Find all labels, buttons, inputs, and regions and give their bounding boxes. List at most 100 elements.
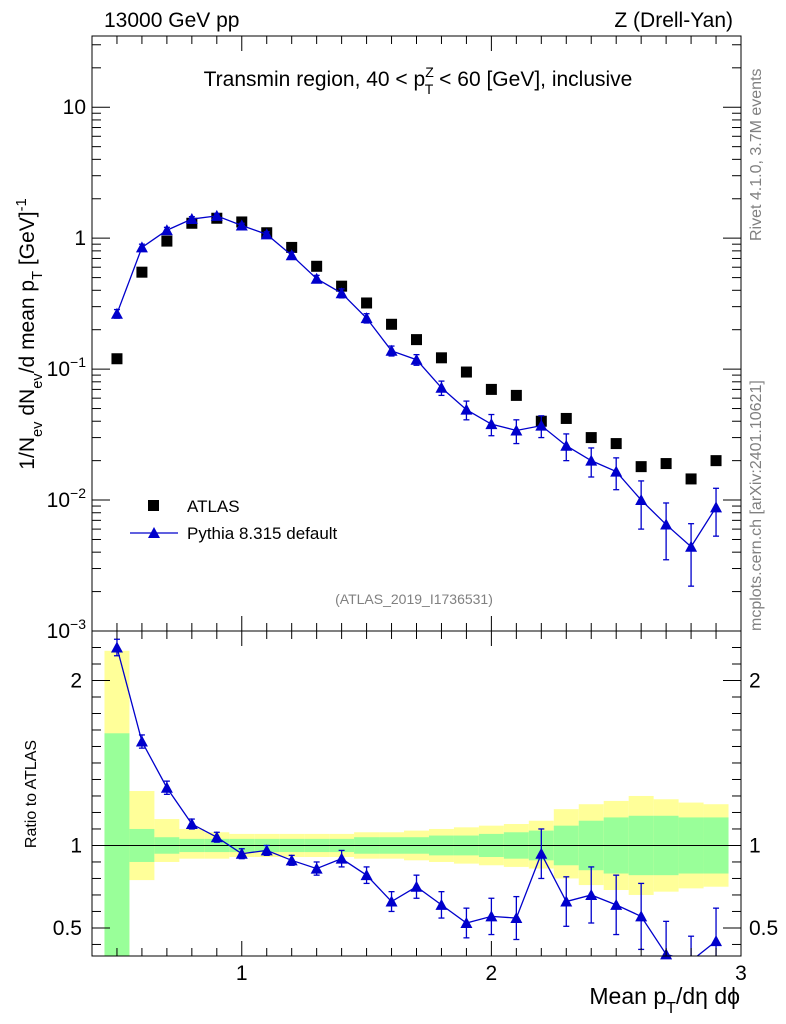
plot-title: Transmin region, 40 < pZ T < 60 [GeV], in… (204, 64, 633, 97)
legend-atlas-marker (148, 500, 159, 511)
pythia-point (460, 403, 473, 415)
pythia-point (485, 418, 498, 430)
ratio-y-tick-label-right: 1 (749, 834, 761, 857)
y-tick-label: 10−1 (47, 354, 87, 381)
ratio-point (485, 910, 498, 922)
pythia-point (560, 439, 573, 451)
ratio-point (185, 818, 198, 830)
atlas-point (710, 455, 722, 467)
atlas-point (111, 353, 123, 365)
main-plot-marks (110, 209, 723, 587)
atlas-point (136, 266, 148, 278)
ratio-point (110, 641, 123, 653)
x-axis-label: Mean pT/dη dϕ (589, 983, 740, 1017)
ratio-point (435, 898, 448, 910)
ratio-frame (91, 630, 742, 957)
pythia-point (285, 249, 298, 261)
ratio-y-tick-label: 2 (70, 669, 82, 692)
pythia-point (310, 272, 323, 284)
ratio-point (385, 895, 398, 907)
atlas-point (411, 334, 422, 346)
atlas-point (336, 280, 348, 292)
legend: ATLAS Pythia 8.315 default (130, 497, 338, 543)
uncertainty-band-green (104, 733, 130, 956)
atlas-point (435, 352, 447, 364)
atlas-point (161, 235, 173, 247)
x-tick-label: 1 (236, 962, 248, 985)
legend-atlas-label: ATLAS (187, 497, 240, 516)
atlas-point (286, 241, 298, 253)
ratio-point (310, 862, 323, 874)
atlas-point (485, 383, 497, 395)
x-tick-label: 3 (735, 962, 747, 985)
ratio-point (360, 869, 373, 881)
pythia-point (185, 213, 198, 225)
pythia-point (685, 540, 698, 552)
pythia-point (135, 241, 148, 253)
pythia-point (585, 454, 598, 466)
atlas-point (460, 366, 472, 378)
main-axis-ticks: 10 1 10−1 10−2 10−3 (47, 36, 742, 643)
pythia-point (160, 224, 173, 236)
pythia-point (235, 219, 248, 231)
atlas-point (635, 461, 647, 473)
ratio-point (510, 912, 523, 924)
ratio-point (235, 847, 248, 859)
ratio-point (335, 852, 348, 864)
ratio-point (635, 910, 648, 922)
ratio-y-tick-label-right: 2 (749, 669, 761, 692)
ratio-point (710, 935, 723, 947)
pythia-point (385, 344, 398, 356)
pythia-point (635, 494, 648, 506)
legend-pythia-marker (148, 527, 160, 538)
ratio-point (560, 895, 573, 907)
rivet-label: Rivet 4.1.0, 3.7M events (748, 68, 765, 241)
ratio-point (585, 888, 598, 900)
atlas-point (685, 473, 697, 485)
ratio-panel: 0.5 0.5 1 1 2 2 1 2 3 Ratio to ATLAS Mean pT/dη … (23, 630, 778, 1017)
pythia-point (610, 465, 623, 477)
ratio-point (260, 844, 273, 856)
pythia-point (210, 209, 223, 221)
ratio-y-tick-label: 1 (70, 834, 82, 857)
main-panel: 10 1 10−1 10−2 10−3 Transmin region, 40 < pZ… (14, 35, 742, 643)
analysis-watermark: (ATLAS_2019_I1736531) (335, 591, 493, 607)
x-tick-label: 2 (486, 962, 498, 985)
atlas-point (361, 297, 373, 309)
atlas-point (510, 389, 522, 401)
pythia-point (335, 287, 348, 299)
ratio-plot-marks (92, 638, 741, 960)
main-y-axis-label: 1/Nev dNev/d mean pT [GeV]-1 (14, 198, 46, 469)
pythia-point (535, 419, 548, 431)
mcplots-label: mcplots.cern.ch [arXiv:2401.10621] (748, 380, 765, 631)
y-tick-label: 10−2 (47, 485, 87, 512)
pythia-point (660, 518, 673, 530)
pythia-point (260, 228, 273, 240)
ratio-y-tick-label-right: 0.5 (749, 917, 778, 940)
ratio-axis-ticks: 0.5 0.5 1 1 2 2 1 2 3 (53, 631, 778, 985)
pythia-point (435, 381, 448, 393)
atlas-point (610, 438, 622, 450)
ratio-point (135, 735, 148, 747)
header-energy: 13000 GeV pp (104, 9, 239, 32)
header-process: Z (Drell-Yan) (614, 9, 733, 32)
pythia-point (110, 307, 123, 319)
pythia-point (510, 424, 523, 436)
ratio-point (210, 831, 223, 843)
legend-pythia-label: Pythia 8.315 default (187, 524, 338, 543)
y-tick-label: 1 (74, 227, 86, 250)
ratio-point (285, 854, 298, 866)
atlas-point (585, 432, 597, 444)
pythia-point (410, 353, 423, 365)
atlas-point (660, 458, 672, 470)
y-tick-label: 10 (63, 96, 86, 119)
y-tick-label: 10−3 (47, 616, 87, 643)
ratio-y-axis-label: Ratio to ATLAS (23, 740, 40, 848)
ratio-point (460, 917, 473, 929)
pythia-point (360, 312, 373, 324)
ratio-y-tick-label: 0.5 (53, 917, 82, 940)
ratio-point (610, 898, 623, 910)
ratio-point (410, 880, 423, 892)
atlas-point (386, 318, 398, 330)
